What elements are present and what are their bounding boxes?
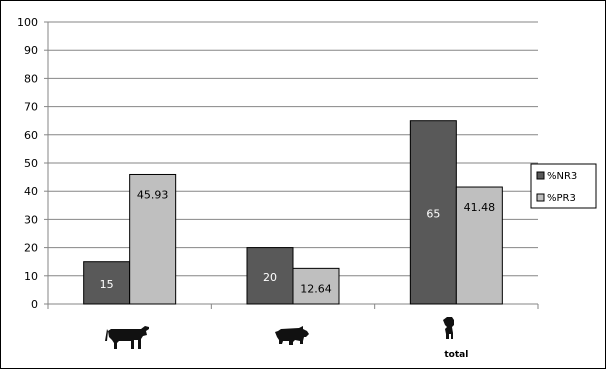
y-tick-label: 0 (31, 298, 38, 311)
y-tick-label: 100 (17, 16, 38, 29)
value-label: 65 (426, 207, 440, 220)
value-label: 41.48 (464, 201, 496, 214)
y-tick-label: 50 (24, 157, 38, 170)
bar (292, 267, 340, 305)
y-tick-label: 90 (24, 44, 38, 57)
x-axis-ticks (47, 304, 539, 309)
y-tick-label: 30 (24, 213, 38, 226)
value-label: 45.93 (137, 188, 169, 201)
y-tick-label: 40 (24, 185, 38, 198)
y-tick-label: 10 (24, 270, 38, 283)
cow-icon (105, 326, 149, 349)
legend-label: %NR3 (547, 171, 577, 182)
value-label: 15 (100, 278, 114, 291)
y-tick-label: 70 (24, 101, 38, 114)
category-label: total (444, 350, 468, 360)
y-tick-labels: 0 10 20 30 40 50 60 70 80 90 100 (17, 16, 38, 311)
legend-label: %PR3 (547, 193, 576, 204)
legend-swatch (536, 171, 545, 180)
legend-swatch (536, 193, 545, 202)
value-labels: 15 45.93 20 12.64 65 41.48 (100, 188, 495, 295)
value-label: 12.64 (300, 282, 332, 295)
category-labels: total (444, 350, 468, 360)
legend: %NR3 %PR3 (530, 163, 597, 209)
bar (455, 186, 503, 305)
sheep-icon (443, 317, 454, 339)
pig-icon (275, 326, 309, 345)
y-tick-label: 20 (24, 242, 38, 255)
bars (83, 120, 503, 305)
value-label: 20 (263, 271, 277, 284)
bar (129, 173, 177, 305)
y-tick-label: 80 (24, 72, 38, 85)
y-tick-label: 60 (24, 129, 38, 142)
